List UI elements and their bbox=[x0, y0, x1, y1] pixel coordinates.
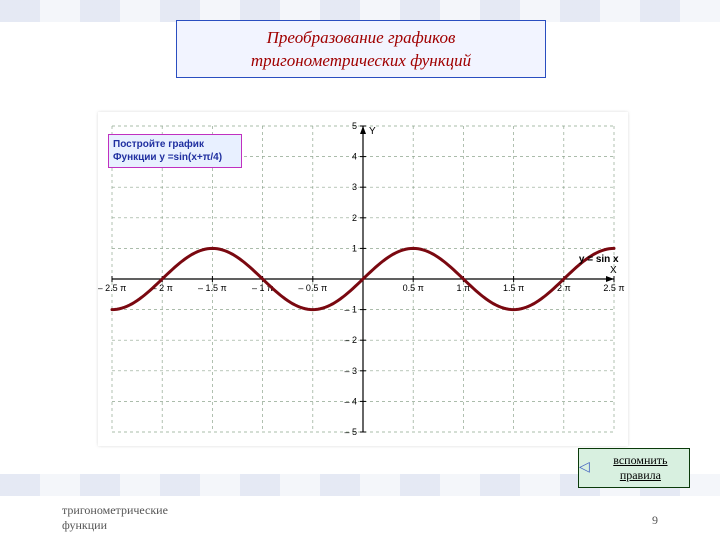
page-number: 9 bbox=[652, 513, 658, 528]
svg-text:2: 2 bbox=[352, 213, 357, 223]
svg-text:– 2.5 π: – 2.5 π bbox=[98, 283, 126, 293]
svg-text:– 2: – 2 bbox=[344, 335, 357, 345]
recall-rules-label: вспомнитьправила bbox=[592, 453, 689, 483]
svg-text:y = sin x: y = sin x bbox=[579, 254, 619, 265]
title-line2: тригонометрических функций bbox=[251, 51, 471, 70]
back-arrow-icon: ◁ bbox=[579, 459, 590, 477]
svg-text:– 4: – 4 bbox=[344, 396, 357, 406]
svg-text:X: X bbox=[610, 265, 617, 276]
svg-text:4: 4 bbox=[352, 152, 357, 162]
svg-text:5: 5 bbox=[352, 121, 357, 131]
decorative-band-top bbox=[0, 0, 720, 22]
svg-text:– 3: – 3 bbox=[344, 366, 357, 376]
slide-title-box: Преобразование графиков тригонометрическ… bbox=[176, 20, 546, 78]
title-line1: Преобразование графиков bbox=[267, 28, 456, 47]
svg-text:– 5: – 5 bbox=[344, 427, 357, 437]
svg-text:Y: Y bbox=[369, 126, 376, 137]
task-line2: Функции y =sin(x+π/4) bbox=[113, 152, 222, 163]
svg-text:– 0.5 π: – 0.5 π bbox=[298, 283, 327, 293]
chart-panel: XY– 2.5 π– 2 π– 1.5 π– 1 π– 0.5 π0.5 π1 … bbox=[98, 112, 628, 446]
svg-text:1: 1 bbox=[352, 243, 357, 253]
svg-text:0.5 π: 0.5 π bbox=[403, 283, 424, 293]
recall-rules-button[interactable]: ◁ вспомнитьправила bbox=[578, 448, 690, 488]
svg-text:– 1: – 1 bbox=[344, 305, 357, 315]
svg-text:3: 3 bbox=[352, 182, 357, 192]
svg-text:– 1.5 π: – 1.5 π bbox=[198, 283, 227, 293]
svg-text:2.5 π: 2.5 π bbox=[603, 283, 624, 293]
task-line1: Постройте график bbox=[113, 139, 204, 150]
footer-text: тригонометрические функции bbox=[62, 503, 168, 532]
svg-text:1.5 π: 1.5 π bbox=[503, 283, 524, 293]
task-box: Постройте график Функции y =sin(x+π/4) bbox=[108, 134, 242, 168]
